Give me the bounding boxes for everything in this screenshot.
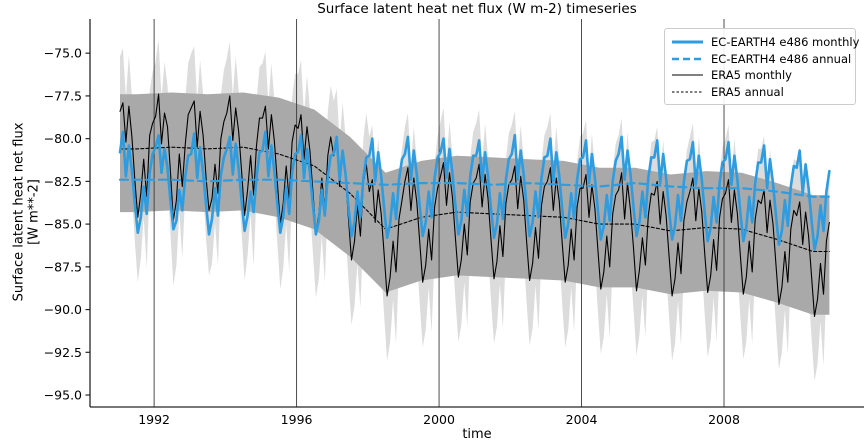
legend: EC-EARTH4 e486 monthly EC-EARTH4 e486 an… xyxy=(664,28,859,105)
legend-item: EC-EARTH4 e486 annual xyxy=(671,51,852,68)
line-sample-era5-monthly-icon xyxy=(672,74,703,76)
x-tick-label: 2004 xyxy=(566,412,598,427)
era5-monthly-line xyxy=(119,93,830,317)
ec-earth4-monthly-line xyxy=(118,130,831,251)
axes-spines-ticks xyxy=(85,19,864,408)
era5-annual-line xyxy=(119,146,830,253)
y-tick-label: −77.5 xyxy=(44,88,82,103)
y-tick-label: −75.0 xyxy=(44,46,82,61)
y-tick-label: −87.5 xyxy=(44,259,82,274)
y-tick-label: −90.0 xyxy=(44,302,82,317)
legend-label: EC-EARTH4 e486 monthly xyxy=(711,35,860,50)
y-axis-label-line1: Surface latent heat net flux xyxy=(11,122,27,302)
ec-earth4-annual-line xyxy=(118,178,831,198)
y-axis-label: Surface latent heat net flux [W m**-2] xyxy=(12,123,43,302)
x-tick-label: 2000 xyxy=(423,412,455,427)
legend-item: EC-EARTH4 e486 monthly xyxy=(671,34,859,51)
y-tick-label: −85.0 xyxy=(44,217,82,232)
line-sample-ec-annual-icon xyxy=(672,57,703,60)
legend-label: EC-EARTH4 e486 annual xyxy=(711,51,852,66)
x-tick-label: 2008 xyxy=(708,412,740,427)
uncertainty-bands xyxy=(120,39,830,382)
legend-item: ERA5 annual xyxy=(671,84,848,101)
y-axis-label-line2: [W m**-2] xyxy=(27,179,42,245)
x-axis-label: time xyxy=(462,427,492,442)
y-tick-label: −82.5 xyxy=(44,174,82,189)
line-sample-era5-annual-icon xyxy=(672,91,703,93)
data-lines xyxy=(118,93,831,317)
tick-labels: −75.0 −77.5 −80.0 −82.5 −85.0 −87.5 −90.0 −92.5… xyxy=(44,46,740,427)
y-tick-label: −95.0 xyxy=(44,388,82,403)
legend-label: ERA5 monthly xyxy=(711,68,792,83)
y-tick-label: −92.5 xyxy=(44,345,82,360)
chart-title: Surface latent heat net flux (W m-2) tim… xyxy=(317,1,637,17)
line-sample-ec-monthly-icon xyxy=(672,40,703,44)
x-tick-label: 1992 xyxy=(138,412,170,427)
era5-annual-spread-band xyxy=(120,92,830,315)
y-tick-label: −80.0 xyxy=(44,131,82,146)
legend-label: ERA5 annual xyxy=(711,84,784,99)
legend-item: ERA5 monthly xyxy=(671,67,848,84)
vertical-gridlines xyxy=(153,19,725,407)
x-tick-label: 1996 xyxy=(281,412,313,427)
